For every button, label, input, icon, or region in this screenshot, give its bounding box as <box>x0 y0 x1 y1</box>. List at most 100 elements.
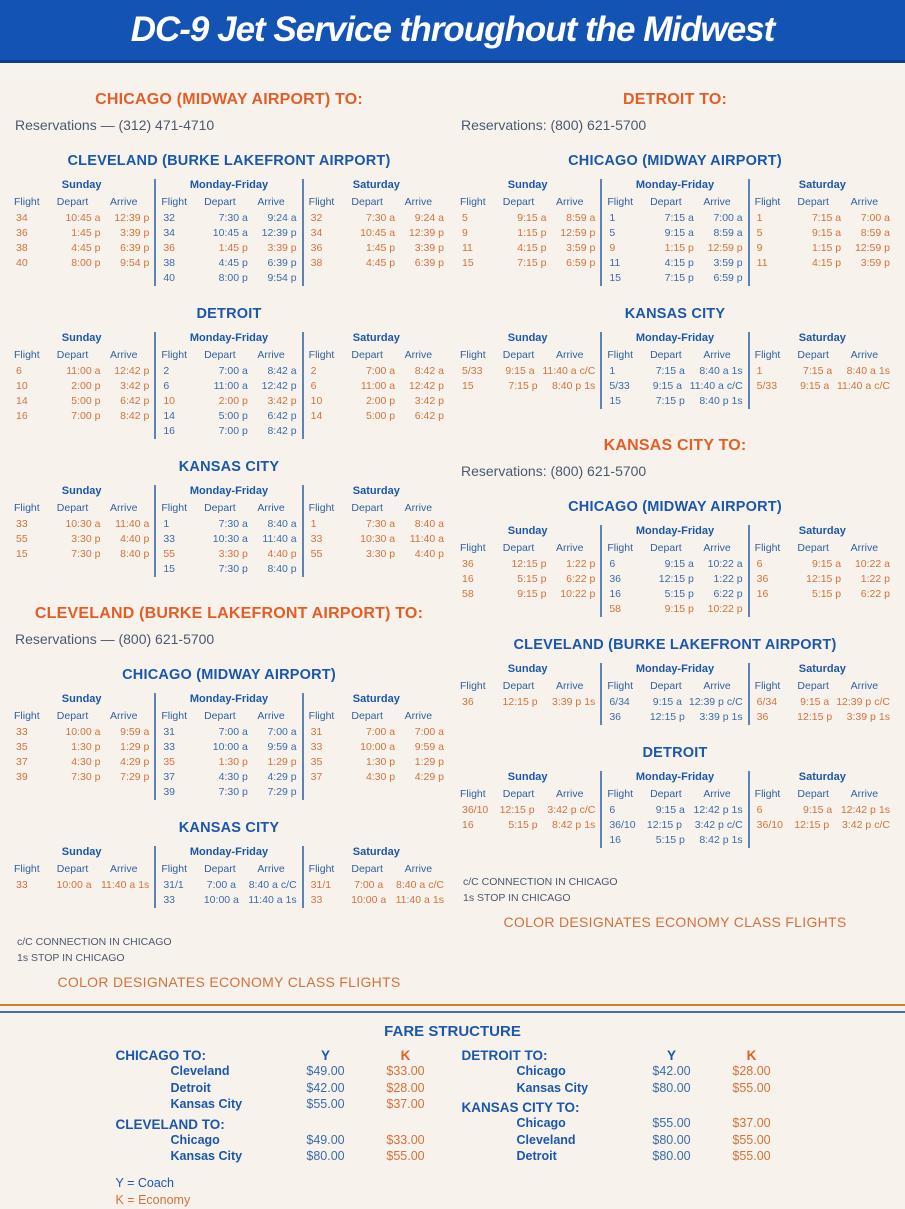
flight-row: 1 7:30 a 8:40 a <box>161 517 296 532</box>
flight-number: 6 <box>609 804 616 816</box>
depart-time: 7:00 a <box>365 726 396 738</box>
arrive-time: 4:29 p <box>267 771 297 783</box>
arrive-time: 8:42 a <box>267 365 297 377</box>
fare-section: FARE STRUCTURE CHICAGO TO: Y K Cleveland $49… <box>108 1023 798 1209</box>
flight-number: 1 <box>310 518 317 530</box>
day-group: Sunday Flight Depart Arrive 33 10:30 a 11:40 a… <box>9 485 154 577</box>
arrive-time: 4:40 p <box>414 548 444 560</box>
flight-number: 58 <box>609 603 622 615</box>
fare-price-y: $80.00 <box>652 1149 691 1163</box>
flight-row: 33 10:30 a 11:40 a <box>14 517 149 532</box>
arrive-note: 1s <box>285 894 297 906</box>
depart-time: 7:00 a <box>218 365 248 377</box>
flight-number: 15 <box>462 257 474 269</box>
flight-number: 6/34 <box>609 696 630 708</box>
flight-number: 5/33 <box>609 380 630 392</box>
column-header-arrive: Arrive <box>404 502 433 514</box>
flight-number: 5/33 <box>462 365 483 377</box>
arrive-time: 7:00 a <box>713 212 743 224</box>
arrive-time: 3:42 p <box>694 819 724 831</box>
depart-time: 7:00 a <box>206 879 236 891</box>
flight-number: 14 <box>16 395 28 407</box>
fare-group-title: KANSAS CITY TO: <box>461 1100 580 1115</box>
fare-legend-item: K = Economy <box>115 1192 191 1207</box>
column-header-flight: Flight <box>754 788 781 800</box>
divider-orange-rule <box>0 1004 905 1006</box>
footnote: c/C CONNECTION IN CHICAGO <box>463 876 618 888</box>
fare-row: Kansas City $80.00 $55.00 <box>462 1080 792 1097</box>
flight-row: 10 2:00 p 3:42 p <box>161 394 296 409</box>
column-header-flight: Flight <box>460 542 486 554</box>
fare-city: Chicago <box>516 1064 566 1078</box>
depart-time: 1:45 p <box>365 242 396 254</box>
column-header-arrive: Arrive <box>556 196 584 208</box>
flight-number: 6 <box>756 804 763 816</box>
flight-number: 36 <box>609 573 622 585</box>
flight-number: 34 <box>163 227 176 239</box>
flight-number: 55 <box>163 548 176 560</box>
fare-group-header: CHICAGO TO: Y K <box>116 1048 446 1063</box>
flight-row: 36 12:15 p 1:22 p <box>607 572 742 587</box>
flight-row: 9 1:15 p 12:59 p <box>607 241 742 256</box>
arrive-note: 1s <box>584 380 596 392</box>
day-groups: Sunday Flight Depart Arrive 5 9:15 a 8:59 a 9 1:… <box>455 179 895 286</box>
depart-time: 9:15 a <box>652 380 682 392</box>
flight-number: 34 <box>310 227 323 239</box>
fare-row: Chicago $42.00 $28.00 <box>462 1063 792 1080</box>
flight-row: 40 8:00 p 9:54 p <box>14 256 149 271</box>
day-header: Saturday <box>352 485 400 497</box>
footnotes: c/C CONNECTION IN CHICAGO 1s STOP IN CHIC… <box>17 934 449 966</box>
arrive-time: 7:00 a <box>414 726 444 738</box>
route-section: CHICAGO (MIDWAY AIRPORT) TO: Reservations… <box>9 91 449 577</box>
flight-row: 33 10:30 a 11:40 a <box>161 532 296 547</box>
depart-time: 12:15 p <box>502 696 538 708</box>
flight-row: 14 5:00 p 6:42 p <box>161 409 296 424</box>
arrive-time: 1:22 p <box>566 558 596 570</box>
depart-time: 7:15 a <box>655 365 685 377</box>
arrive-time: 8:40 p <box>267 563 297 575</box>
flight-row: 33 10:00 a 9:59 a <box>309 740 444 755</box>
column-header-flight: Flight <box>607 349 634 361</box>
destination-title: CHICAGO (MIDWAY AIRPORT) <box>122 667 336 683</box>
column-header-depart: Depart <box>351 196 383 208</box>
arrive-time: 9:54 p <box>267 272 297 284</box>
day-group: Sunday Flight Depart Arrive 33 10:00 a 11:40 a… <box>9 846 154 908</box>
divider-blue-rule <box>0 1011 905 1013</box>
day-header: Monday-Friday <box>635 332 715 344</box>
depart-time: 7:15 p <box>517 257 547 269</box>
arrive-note: c/C <box>726 696 743 708</box>
arrive-time: 1:29 p <box>267 756 297 768</box>
arrive-time: 11:40 a <box>100 879 136 891</box>
flight-number: 1 <box>609 212 616 224</box>
fare-col-k-label: K <box>400 1048 411 1063</box>
fare-city: Detroit <box>516 1149 557 1163</box>
flight-number: 5 <box>609 227 616 239</box>
flight-row: 14 5:00 p 6:42 p <box>14 394 149 409</box>
day-group: Monday-Friday Flight Depart Arrive 2 7:00 a 8:… <box>154 332 301 439</box>
day-group: Monday-Friday Flight Depart Arrive 1 7:15 a 7:… <box>600 179 747 286</box>
column-header-depart: Depart <box>797 196 829 208</box>
flight-row: 32 7:30 a 9:24 a <box>309 211 444 226</box>
column-header-arrive: Arrive <box>110 863 138 875</box>
flight-number: 9 <box>462 227 468 239</box>
column-header-flight: Flight <box>161 710 188 722</box>
flight-number: 39 <box>163 786 176 798</box>
arrive-time: 9:54 p <box>120 257 150 269</box>
depart-time: 4:30 p <box>218 771 248 783</box>
flight-number: 6 <box>756 558 763 570</box>
day-group: Monday-Friday Flight Depart Arrive 1 7:15 a 8:… <box>600 332 747 409</box>
depart-time: 1:45 p <box>218 242 248 254</box>
arrive-time: 9:59 a <box>267 741 297 753</box>
flight-row: 16 5:15 p 6:22 p <box>607 587 742 602</box>
footnote: c/C CONNECTION IN CHICAGO <box>17 936 172 948</box>
arrive-time: 8:42 p <box>699 834 729 846</box>
column-header-row: Flight Depart Arrive <box>161 710 296 722</box>
arrive-time: 9:59 a <box>120 726 150 738</box>
destination-title: DETROIT <box>642 745 708 761</box>
arrive-time: 7:29 p <box>120 771 150 783</box>
column-header-row: Flight Depart Arrive <box>161 502 296 514</box>
flight-row: 37 4:30 p 4:29 p <box>309 770 444 785</box>
column-header-arrive: Arrive <box>556 680 584 692</box>
depart-time: 7:30 a <box>365 212 396 224</box>
